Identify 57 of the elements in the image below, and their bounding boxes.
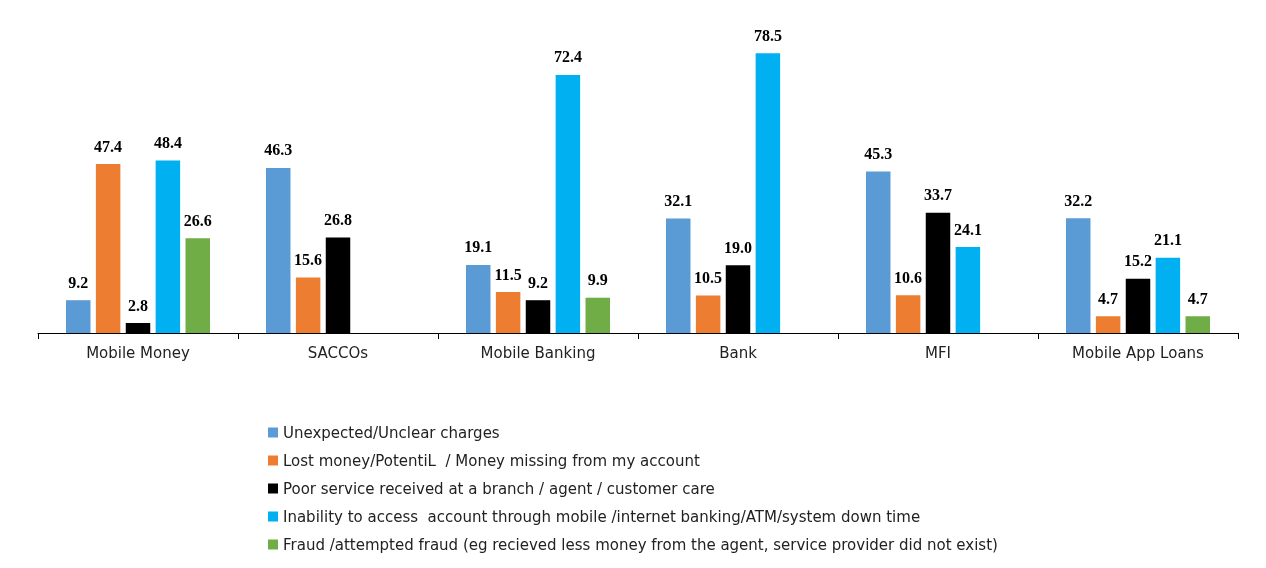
data-label: 10.5 — [694, 269, 723, 287]
data-label: 19.0 — [724, 238, 752, 256]
bar — [585, 297, 610, 333]
data-label: 15.6 — [294, 250, 323, 268]
data-label: 26.8 — [324, 210, 352, 228]
bar — [866, 171, 891, 333]
bar — [266, 167, 291, 333]
bar — [755, 53, 781, 333]
x-tick-label: Bank — [719, 343, 758, 362]
data-label: 33.7 — [924, 186, 952, 204]
bar — [1066, 218, 1091, 333]
bar — [1095, 316, 1121, 333]
data-label: 78.5 — [753, 26, 782, 44]
data-label: 24.1 — [953, 220, 982, 238]
legend-label: Unexpected/Unclear charges — [283, 423, 500, 442]
legend-label: Poor service received at a branch / agent / customer care — [283, 479, 715, 498]
data-label: 10.6 — [894, 268, 923, 286]
bar — [955, 247, 981, 333]
data-label: 9.2 — [68, 273, 89, 291]
bar — [495, 292, 521, 333]
legend-label: Fraud /attempted fraud (eg recieved less money from the agent, service provider did not exist) — [283, 535, 998, 554]
bar — [66, 300, 91, 333]
x-tick-label: Mobile Banking — [480, 343, 596, 362]
bar — [695, 295, 721, 333]
x-tick-label: MFI — [925, 343, 951, 362]
bar — [666, 218, 691, 333]
data-label: 32.2 — [1064, 191, 1093, 209]
bar — [185, 238, 210, 333]
data-label: 48.4 — [153, 133, 182, 151]
x-tick-label: Mobile App Loans — [1072, 343, 1205, 362]
data-label: 9.2 — [528, 273, 548, 291]
bar — [1155, 257, 1181, 333]
data-label: 2.8 — [128, 296, 148, 314]
x-tick-label: Mobile Money — [86, 343, 190, 362]
bar — [295, 277, 321, 333]
legend-label: Inability to access account through mobile /internet banking/ATM/system down time — [283, 507, 921, 526]
data-label: 47.4 — [94, 137, 123, 155]
data-label: 9.9 — [587, 271, 608, 289]
x-tick-label: SACCOs — [307, 343, 369, 362]
bar — [466, 264, 491, 333]
data-label: 46.3 — [264, 141, 293, 159]
data-label: 4.7 — [1187, 289, 1208, 307]
data-label: 32.1 — [664, 192, 693, 210]
data-label: 45.3 — [864, 145, 893, 163]
data-label: 19.1 — [464, 238, 493, 256]
bar — [555, 74, 581, 333]
bar — [895, 295, 921, 333]
bar — [1185, 316, 1210, 333]
data-label: 11.5 — [494, 265, 522, 283]
data-label: 72.4 — [553, 48, 582, 66]
legend-label: Lost money/PotentiL / Money missing from my account — [283, 451, 700, 470]
data-label: 15.2 — [1124, 252, 1152, 270]
data-label: 26.6 — [183, 211, 212, 229]
data-label: 21.1 — [1153, 231, 1182, 249]
bar — [95, 164, 121, 333]
data-label: 4.7 — [1098, 289, 1119, 307]
bar — [155, 160, 181, 333]
